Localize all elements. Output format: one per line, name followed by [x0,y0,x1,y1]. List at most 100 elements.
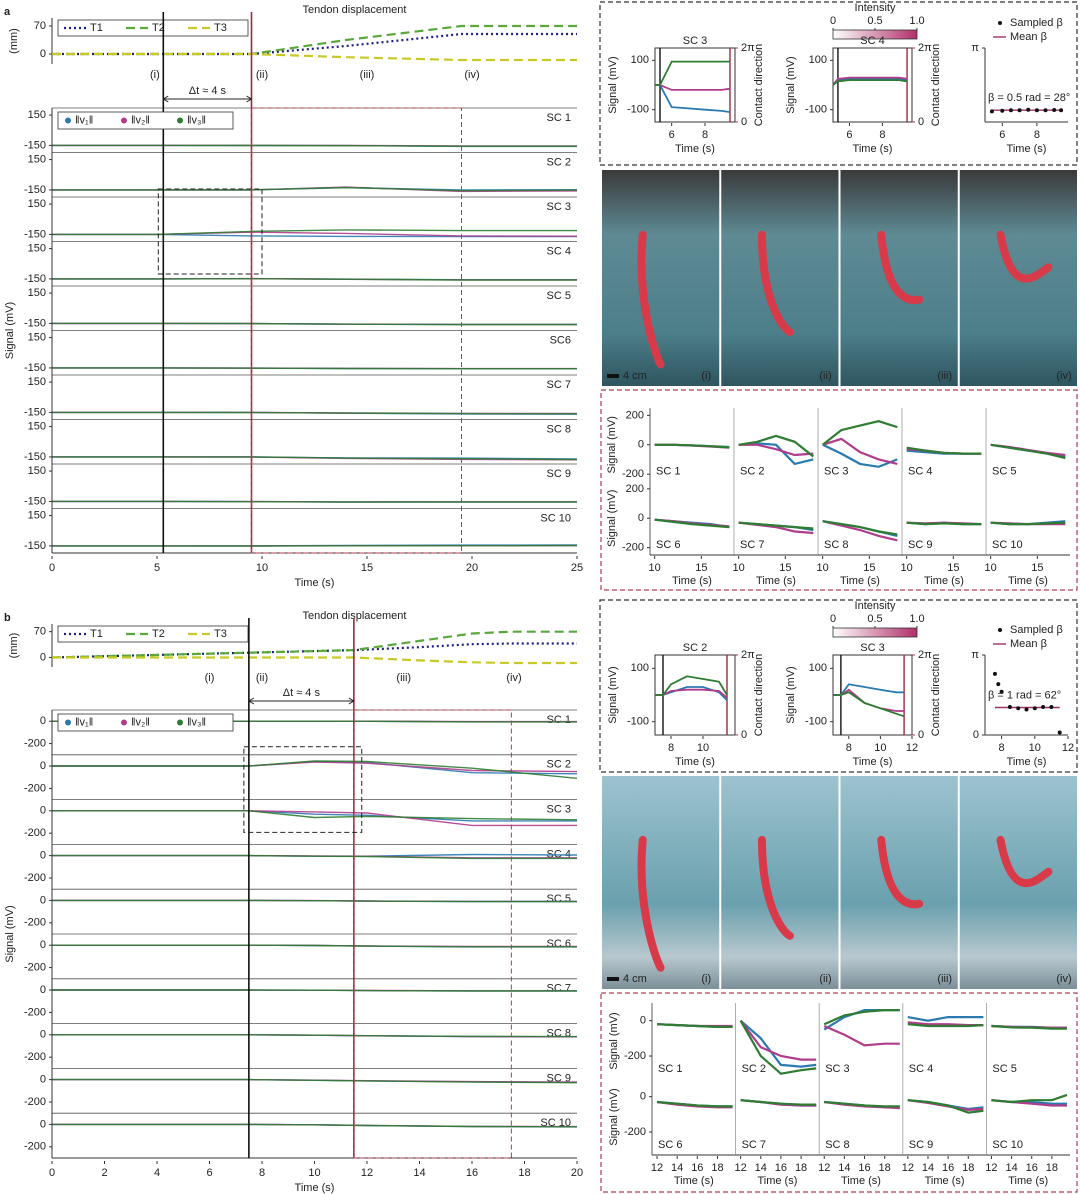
x-tick-label: 6 [669,129,675,141]
row-label: SC 3 [547,201,571,213]
y-tick-label: 70 [34,626,46,638]
grid-frame [600,389,1078,591]
legend-swatch [65,719,71,726]
x-axis-label: Time (s) [924,575,964,587]
trace [52,989,577,992]
x-tick-label: 12 [1062,742,1074,754]
point [1017,108,1022,113]
y-tick-label: 0 [973,729,979,741]
annotation: (iii) [360,69,375,81]
y-tick-label: 2π [918,649,932,661]
x-tick-label: 15 [779,562,791,574]
panel-label: SC 10 [992,1139,1023,1151]
trace [654,518,730,529]
x-tick-label: 6 [846,129,852,141]
y-tick-label: 0 [40,939,46,951]
plot-frame [832,654,913,736]
x-tick-label: 12 [735,1162,747,1174]
point [1052,107,1057,112]
y-axis-label: Signal (mV) [4,302,16,359]
trace [655,84,731,91]
x-tick-label: 12 [818,1162,830,1174]
robot-arm [637,835,665,972]
trace [52,456,578,461]
photo-label: (iii) [937,370,952,382]
robot-arm [877,835,924,909]
window [251,107,462,554]
annotation: (i) [150,69,160,81]
y-tick-label: -200 [24,1141,46,1153]
scale-bar [607,977,619,981]
legend-label: ‖v₂‖ [131,716,150,728]
colorbar [832,627,918,638]
y-tick-label: 0 [638,439,644,451]
y-tick-label: -100 [627,716,649,728]
panel-label: SC 6 [656,539,680,551]
y-axis-label: Signal (mV) [608,1012,620,1069]
y-tick-label: -200 [24,962,46,974]
point [1032,706,1037,711]
x-axis-label: Time (s) [675,756,715,768]
y-tick-label: 0 [638,512,644,524]
point [1016,706,1021,711]
trace [656,1100,733,1108]
x-axis-label: Time (s) [1007,143,1047,155]
point [1057,730,1062,735]
y-tick-label: -150 [24,406,46,418]
photo-label: (iv) [1056,973,1071,985]
trace [739,1020,817,1061]
legend-label: T2 [152,22,165,34]
x-tick-label: 10 [697,742,709,754]
trace [52,411,578,415]
y-tick-label: -200 [24,738,46,750]
photo [602,170,720,386]
trace [738,443,814,457]
trace [990,443,1066,460]
scale-bar [607,374,619,378]
trace [52,810,578,821]
trace [822,443,898,468]
point [1041,704,1046,709]
x-tick-label: 8 [259,1167,265,1179]
x-tick-label: 10 [874,742,886,754]
grid-frame [600,992,1078,1193]
x-tick-label: 15 [863,562,875,574]
x-tick-label: 5 [154,562,160,574]
legend-label: Mean β [1010,638,1047,650]
y-tick-label: -200 [622,468,644,480]
trace [52,1123,578,1128]
point [1026,107,1031,112]
annotation: (i) [205,672,215,684]
y-tick-label: 2π [741,42,755,54]
y-tick-label: π [971,649,979,661]
legend-swatch [998,21,1002,25]
trace [655,675,728,696]
line [52,656,577,665]
y-tick-label: -150 [24,540,46,552]
y2-axis-label: Contact direction [930,654,942,737]
x-tick-label: 18 [1046,1162,1058,1174]
legend-label: T1 [90,628,103,640]
y-tick-label: 200 [626,409,644,421]
legend [57,625,249,643]
colorbar-tick-label: 0.5 [867,15,882,27]
trace [740,1099,817,1106]
x-tick-label: 6 [999,129,1005,141]
legend-swatch [65,117,71,124]
x-tick-label: 12 [902,1162,914,1174]
x-tick-label: 14 [838,1162,850,1174]
legend-label: ‖v₃‖ [187,114,206,126]
panel-label: SC 8 [825,1139,849,1151]
trace [52,186,578,192]
chart-title: SC 3 [860,642,884,654]
x-tick-label: 15 [695,562,707,574]
y-axis-label: Signal (mV) [785,56,797,113]
x-tick-label: 16 [858,1162,870,1174]
legend-label: Sampled β [1010,17,1063,29]
delta-arrow [162,95,253,103]
chart-title: SC 2 [683,642,707,654]
annotation: (iii) [396,672,411,684]
y-tick-label: -200 [622,542,644,554]
photo [840,170,958,386]
annotation: (iv) [464,69,479,81]
